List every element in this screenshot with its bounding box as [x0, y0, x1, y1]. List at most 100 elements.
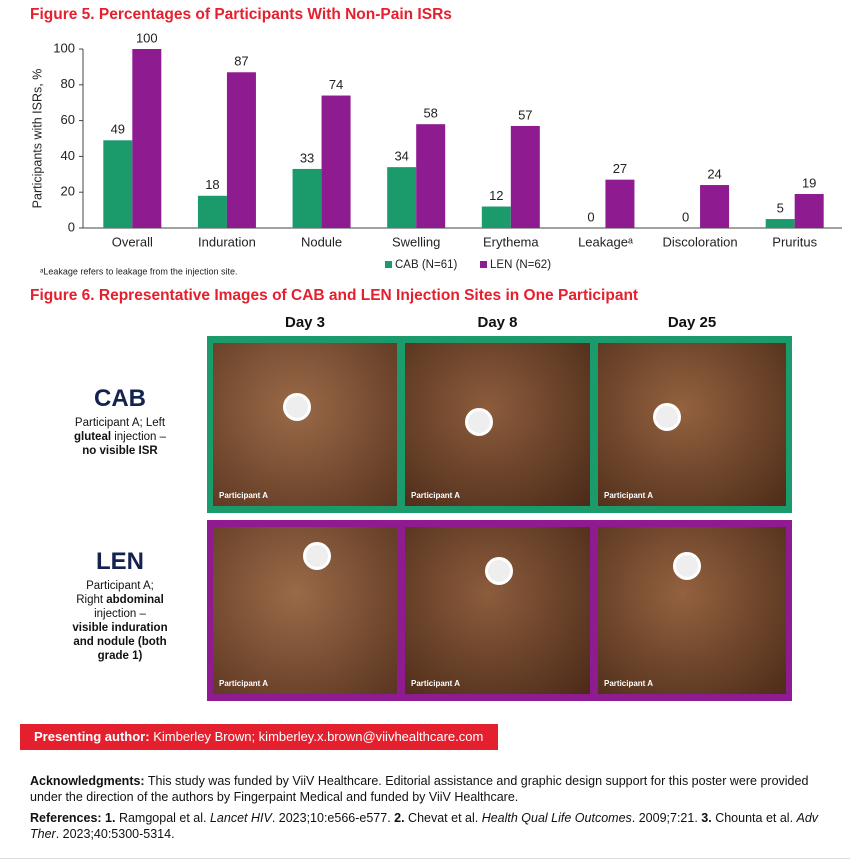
x-tick-label: Swelling — [392, 234, 440, 249]
x-tick-label: Discoloration — [662, 234, 737, 249]
text-segment: . 2023;10:e566-e577. — [271, 811, 395, 825]
text-segment: grade 1) — [97, 650, 143, 662]
text-segment: . 2023;40:5300-5314. — [55, 827, 175, 841]
photo-marker — [303, 542, 331, 570]
bar — [226, 72, 256, 229]
data-label: 33 — [300, 150, 314, 165]
bar — [103, 140, 133, 228]
row-header: CAB Participant A; Left gluteal injection … — [35, 385, 205, 458]
text-segment: abdominal — [106, 594, 164, 606]
photo-label: Participant A — [411, 491, 461, 500]
description-line: Participant A; — [35, 579, 205, 593]
figure-title: Figure 5. Percentages of Participants Wi… — [30, 6, 452, 23]
bar — [765, 219, 795, 228]
data-label: 87 — [234, 54, 248, 69]
author: Kimberley Brown; kimberley.x.brown@viivh… — [153, 729, 484, 744]
data-label: 57 — [518, 107, 532, 122]
data-label: 12 — [489, 188, 503, 203]
photo: Participant A — [213, 527, 397, 694]
x-tick-label: Nodule — [301, 234, 342, 249]
text-segment: Right — [76, 594, 107, 606]
text-segment: 3. — [701, 811, 712, 825]
photo: Participant A — [405, 527, 590, 694]
data-label: 27 — [613, 161, 627, 176]
photo-label: Participant A — [604, 491, 654, 500]
text-segment: Ramgopal et al. — [115, 811, 210, 825]
photo-label: Participant A — [411, 679, 461, 688]
photo-marker — [465, 408, 493, 436]
data-label: 18 — [205, 177, 219, 192]
text-segment: . 2009;7:21. — [631, 811, 702, 825]
presenting-author: Presenting author: Kimberley Brown; kimb… — [20, 724, 498, 750]
label: Presenting author: — [34, 729, 150, 744]
description-line: no visible ISR — [35, 444, 205, 458]
description-line: and nodule (both — [35, 635, 205, 649]
text-segment: References: 1. — [30, 811, 116, 825]
bar — [416, 124, 446, 228]
text-segment: Participant A; Left — [74, 417, 166, 429]
description-line: gluteal injection – — [35, 430, 205, 444]
column-header: Day 3 — [284, 314, 326, 331]
y-tick-label: 0 — [68, 219, 75, 234]
text-segment: Acknowledgments: — [30, 774, 145, 788]
data-label: 49 — [111, 122, 125, 137]
legend-label: LEN (N=62) — [490, 259, 551, 271]
bar — [387, 167, 417, 228]
data-label: 100 — [136, 30, 158, 45]
x-tick-label: Overall — [112, 234, 153, 249]
bar — [321, 95, 351, 228]
description-line: grade 1) — [35, 649, 205, 663]
divider — [0, 858, 850, 859]
text-segment: Chounta et al. — [711, 811, 797, 825]
bar — [605, 179, 635, 228]
bar — [292, 168, 322, 228]
bar — [481, 206, 511, 228]
x-tick-label: Erythema — [483, 234, 539, 249]
y-tick-label: 40 — [61, 148, 75, 163]
data-label: 0 — [682, 209, 689, 224]
footnote: ᵃLeakage refers to leakage from the inje… — [40, 266, 237, 276]
text-segment: Chevat et al. — [404, 811, 482, 825]
legend-label: CAB (N=61) — [395, 259, 457, 271]
y-tick-label: 100 — [53, 40, 75, 55]
text-segment: visible induration — [72, 622, 168, 634]
y-tick-label: 80 — [61, 76, 75, 91]
photo-label: Participant A — [604, 679, 654, 688]
photo-marker — [673, 552, 701, 580]
row-title: LEN — [96, 548, 144, 575]
data-label: 34 — [394, 149, 408, 164]
bar — [510, 125, 540, 228]
photo-label: Participant A — [219, 491, 269, 500]
photo: Participant A — [598, 527, 786, 694]
text-segment: Participant A; — [86, 580, 154, 592]
y-tick-label: 20 — [61, 184, 75, 199]
bar — [700, 185, 730, 228]
x-tick-label: Pruritus — [772, 234, 817, 249]
data-label: 24 — [707, 166, 721, 181]
figure-title: Figure 6. Representative Images of CAB a… — [30, 287, 639, 304]
row-description: Participant A; Left gluteal injection – no… — [35, 416, 205, 458]
bar — [794, 193, 824, 228]
photo: Participant A — [213, 343, 397, 506]
column-header: Day 25 — [667, 314, 717, 331]
description-line: Participant A; Left — [35, 416, 205, 430]
photo-label: Participant A — [219, 679, 269, 688]
legend-swatch — [480, 261, 487, 268]
description-line: injection – — [35, 607, 205, 621]
acknowledgments: Acknowledgments: This study was funded b… — [30, 773, 820, 805]
text-segment: Lancet HIV — [209, 811, 272, 825]
data-label: 58 — [423, 106, 437, 121]
x-tick-label: Induration — [198, 234, 256, 249]
data-label: 0 — [587, 209, 594, 224]
photo: Participant A — [598, 343, 786, 506]
text-segment: 2. — [394, 811, 405, 825]
references: References: 1. Ramgopal et al. Lancet HI… — [30, 810, 820, 842]
data-label: 19 — [802, 175, 816, 190]
bar — [132, 49, 162, 228]
row-description: Participant A; Right abdominal injection –… — [35, 579, 205, 663]
chart: 0 20 40 60 80 100 Participants with ISRs, % Ove… — [30, 30, 842, 276]
text-segment: This study was funded by ViiV Healthcare… — [30, 774, 809, 804]
photo-marker — [283, 393, 311, 421]
data-label: 5 — [777, 200, 784, 215]
